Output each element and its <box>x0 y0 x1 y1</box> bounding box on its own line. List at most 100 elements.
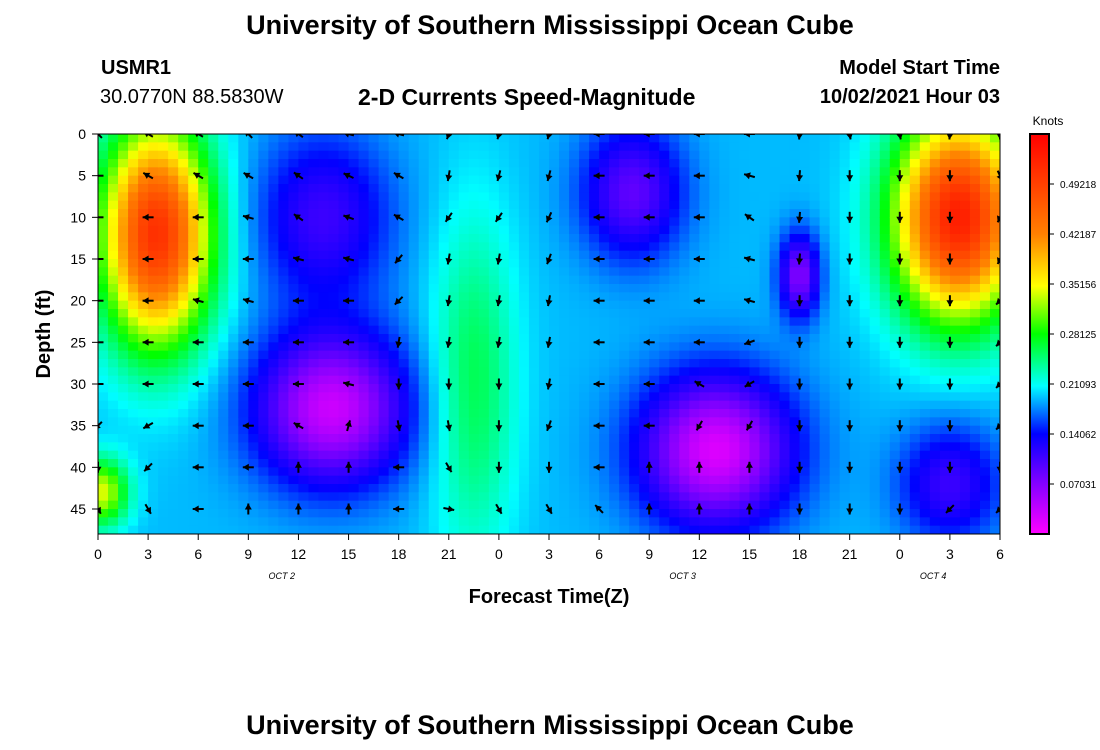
heat-cell <box>288 209 300 218</box>
heat-cell <box>228 267 239 277</box>
heat-cell <box>468 284 480 293</box>
heat-cell <box>689 134 700 143</box>
heat-cell <box>829 217 841 227</box>
heat-cell <box>288 309 300 318</box>
heat-cell <box>929 309 941 318</box>
heat-cell <box>518 309 530 318</box>
heat-cell <box>909 150 921 160</box>
heat-cell <box>939 409 951 418</box>
heat-cell <box>508 375 520 385</box>
heat-cell <box>468 209 480 218</box>
heat-cell <box>969 259 981 268</box>
heat-cell <box>749 400 761 410</box>
current-vector <box>846 134 853 140</box>
current-vector <box>694 380 705 388</box>
heat-cell <box>98 292 109 302</box>
current-vectors <box>98 134 1000 515</box>
heat-cell <box>849 159 861 168</box>
heat-cell <box>298 200 310 210</box>
current-vector <box>796 503 804 515</box>
heat-cell <box>689 325 700 335</box>
heat-cell <box>528 242 540 252</box>
heat-cell <box>198 192 209 202</box>
vector-head <box>495 214 502 222</box>
heat-cell <box>448 442 460 452</box>
heat-cell <box>168 300 179 310</box>
heat-cell <box>448 159 460 168</box>
heat-cell <box>989 467 1000 477</box>
heat-cell <box>989 334 1000 343</box>
heat-cell <box>659 184 670 193</box>
heat-cell <box>458 459 470 468</box>
heat-cell <box>498 484 510 493</box>
heat-cell <box>358 400 370 410</box>
heat-cell <box>619 325 630 335</box>
heat-cell <box>779 309 791 318</box>
heat-cell <box>849 409 861 418</box>
heat-cell <box>579 209 590 218</box>
heat-cell <box>939 342 951 352</box>
heat-cell <box>809 284 821 293</box>
heat-cell <box>659 459 670 468</box>
heat-cell <box>839 509 851 518</box>
vector-head <box>946 216 954 223</box>
vector-head <box>545 299 553 307</box>
heat-cell <box>969 242 981 252</box>
x-tick-label: 3 <box>144 546 152 562</box>
heat-cell <box>128 525 139 534</box>
heat-cell <box>348 200 360 210</box>
heat-cell <box>498 284 510 293</box>
heat-cell <box>829 209 841 218</box>
current-vector <box>643 213 655 221</box>
heat-cell <box>729 225 741 235</box>
heat-cell <box>518 350 530 360</box>
heat-cell <box>488 334 500 343</box>
heat-cell <box>639 525 650 534</box>
heat-cell <box>98 342 109 352</box>
heat-cell <box>388 509 400 518</box>
heat-cell <box>799 267 811 277</box>
heat-cell <box>599 234 610 243</box>
heat-cell <box>198 167 209 177</box>
heat-cell <box>979 242 991 252</box>
heat-cell <box>308 525 320 534</box>
heat-cell <box>528 434 540 443</box>
heat-cell <box>308 159 320 168</box>
heat-cell <box>458 442 470 452</box>
heat-cell <box>919 225 931 235</box>
heat-cell <box>428 392 440 402</box>
heat-cell <box>789 142 801 152</box>
heat-cell <box>478 384 490 393</box>
current-vector <box>593 172 605 180</box>
heat-cell <box>308 384 320 393</box>
heat-cell <box>448 475 460 485</box>
heat-cell <box>549 525 560 534</box>
heat-cell <box>108 475 119 485</box>
heat-cell <box>729 375 741 385</box>
heat-cell <box>488 300 500 310</box>
heat-cell <box>709 459 720 468</box>
heat-cell <box>699 492 710 502</box>
heat-cell <box>829 150 841 160</box>
heat-cell <box>609 200 620 210</box>
heat-cell <box>338 492 350 502</box>
heat-cell <box>699 192 710 202</box>
heat-cell <box>619 192 630 202</box>
heat-cell <box>849 250 861 260</box>
heat-cell <box>418 284 430 293</box>
heat-cell <box>438 367 450 377</box>
x-tick-label: 6 <box>996 546 1004 562</box>
vector-head <box>744 297 751 305</box>
heat-cell <box>839 384 851 393</box>
heat-cell <box>388 309 400 318</box>
heat-cell <box>258 300 269 310</box>
heat-cell <box>929 159 941 168</box>
heat-cell <box>258 384 269 393</box>
heat-cell <box>268 384 279 393</box>
heat-cell <box>418 400 430 410</box>
heat-cell <box>358 242 370 252</box>
heat-cell <box>619 484 630 493</box>
heat-cell <box>919 200 931 210</box>
heat-cell <box>799 217 811 227</box>
heat-cell <box>729 442 741 452</box>
